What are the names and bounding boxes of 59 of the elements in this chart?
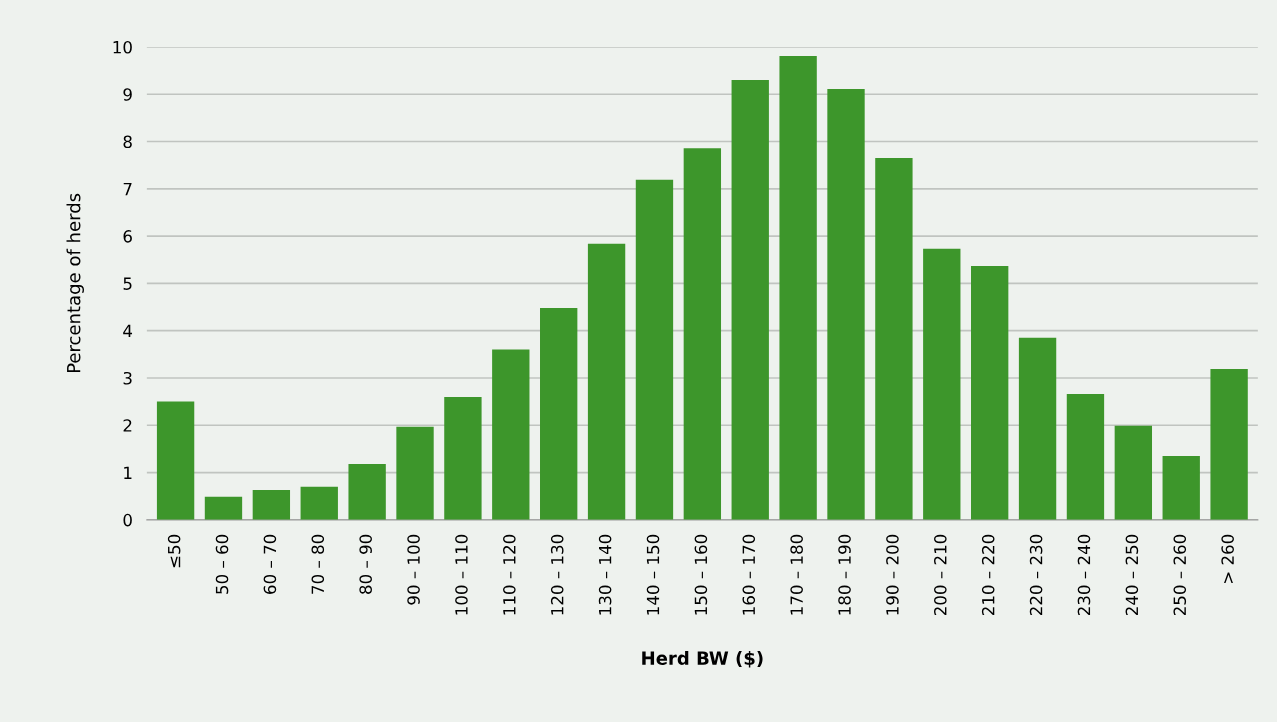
bar [827, 89, 865, 520]
x-tick-label: 110 – 120 [503, 534, 516, 615]
bar [156, 401, 195, 520]
bar [492, 349, 530, 520]
bar [252, 490, 291, 520]
y-axis-title: Percentage of herds [66, 193, 84, 373]
y-tick-label: 10 [113, 40, 132, 54]
x-tick-label: 150 – 160 [694, 534, 708, 615]
y-tick-label: 5 [123, 277, 132, 290]
bar [587, 243, 626, 520]
bar [923, 248, 961, 520]
x-tick-label: 90 – 100 [407, 534, 420, 605]
x-tick-label: 140 – 150 [646, 534, 660, 615]
bar [1114, 425, 1153, 520]
x-tick-label: 50 – 60 [215, 534, 229, 594]
x-tick-label: ≤50 [167, 534, 181, 568]
bar [444, 396, 482, 520]
y-tick-label: 6 [123, 230, 132, 243]
bar [348, 464, 386, 520]
x-tick-label: 250 – 260 [1173, 534, 1187, 616]
bar [875, 158, 913, 520]
bar [779, 55, 817, 520]
x-tick-label: 130 – 140 [598, 534, 612, 615]
bar [1162, 456, 1200, 520]
x-tick-label: 220 – 230 [1029, 534, 1043, 616]
x-tick-label: 70 – 80 [311, 534, 325, 594]
bar [1018, 337, 1057, 520]
y-tick-label: 9 [123, 88, 132, 101]
bar [300, 486, 338, 520]
x-tick-label: 200 – 210 [934, 534, 947, 616]
x-tick-label: 80 – 90 [359, 534, 372, 594]
x-tick-label: 180 – 190 [838, 534, 851, 615]
bar [204, 496, 243, 520]
x-tick-label: 190 – 200 [886, 534, 899, 615]
y-tick-label: 3 [123, 371, 132, 385]
x-tick-label: 120 – 130 [550, 534, 564, 615]
y-tick-label: 2 [123, 419, 132, 432]
bar [731, 80, 769, 520]
y-tick-label: 0 [123, 513, 132, 527]
bar [396, 426, 434, 520]
x-tick-label: 170 – 180 [790, 534, 803, 615]
y-tick-label: 4 [123, 324, 133, 338]
bar [683, 148, 722, 520]
bar [1210, 368, 1248, 520]
bar [635, 179, 674, 520]
x-tick-label: 210 – 220 [981, 534, 995, 616]
x-tick-label: 100 – 110 [455, 534, 468, 615]
y-tick-label: 8 [123, 135, 132, 149]
bar [1066, 394, 1105, 520]
y-tick-label: 1 [124, 466, 132, 479]
x-tick-label: 160 – 170 [742, 534, 756, 615]
y-tick-label: 7 [123, 182, 132, 196]
x-tick-label: 60 – 70 [263, 534, 277, 594]
bar [971, 265, 1009, 520]
x-tick-label: 230 – 240 [1077, 534, 1091, 616]
x-tick-label: > 260 [1221, 534, 1234, 584]
bar [540, 307, 578, 520]
x-axis-title: Herd BW ($) [642, 651, 763, 668]
x-tick-label: 240 – 250 [1125, 534, 1139, 616]
